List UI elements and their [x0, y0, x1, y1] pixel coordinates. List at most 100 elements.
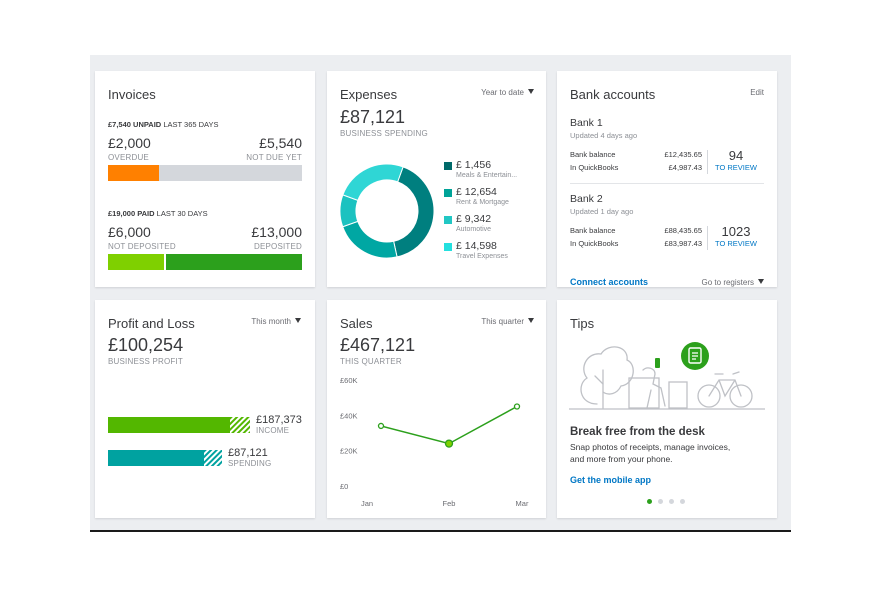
overdue-value: £2,000 — [108, 135, 151, 151]
bank-balance-value: £88,435.65 — [664, 226, 702, 235]
legend-label: Automotive — [456, 226, 492, 233]
expenses-period-label: Year to date — [481, 88, 524, 97]
tips-pagination — [647, 499, 685, 504]
chevron-down-icon — [758, 279, 764, 284]
profit-loss-period-label: This month — [251, 317, 291, 326]
paid-period: LAST 30 DAYS — [156, 209, 208, 218]
not-due-segment[interactable] — [159, 165, 302, 181]
not-deposited-segment[interactable] — [108, 254, 165, 270]
sales-total: £467,121 — [340, 335, 416, 355]
sales-data-point[interactable] — [444, 439, 454, 448]
go-to-registers-dropdown[interactable]: Go to registers — [702, 278, 764, 287]
sales-line-chart[interactable]: £60K £40K £20K £0 Jan Feb Mar — [327, 370, 546, 515]
not-due-label: NOT DUE YET — [246, 153, 302, 162]
y-tick-label: £40K — [340, 411, 358, 420]
y-tick-label: £0 — [340, 482, 348, 491]
legend-swatch — [444, 189, 452, 197]
review-count[interactable]: 94 — [728, 148, 744, 163]
mobile-app-illustration — [569, 342, 765, 410]
chevron-down-icon — [295, 318, 301, 323]
sales-period-dropdown[interactable]: This quarter — [481, 317, 534, 326]
expenses-period-dropdown[interactable]: Year to date — [481, 88, 534, 97]
x-tick-label: Mar — [516, 499, 529, 508]
pagination-dot[interactable] — [680, 499, 685, 504]
legend-label: Travel Expenses — [456, 253, 508, 260]
bank-updated: Updated 4 days ago — [570, 131, 638, 140]
review-count[interactable]: 1023 — [721, 224, 751, 239]
legend-item[interactable]: £ 9,342 Automotive — [444, 213, 544, 240]
y-tick-label: £20K — [340, 447, 358, 456]
spending-bar[interactable] — [108, 450, 204, 466]
expenses-title: Expenses — [340, 87, 398, 102]
bank-accounts-title: Bank accounts — [570, 87, 656, 102]
row-separator — [570, 183, 764, 184]
not-deposited-label: NOT DEPOSITED — [108, 242, 176, 251]
pagination-dot[interactable] — [647, 499, 652, 504]
legend-amount: £ 9,342 — [456, 213, 492, 225]
legend-swatch — [444, 216, 452, 224]
expenses-legend: £ 1,456 Meals & Entertain... £ 12,654 Rent … — [444, 159, 544, 267]
sales-total-label: THIS QUARTER — [340, 357, 402, 366]
pagination-dot[interactable] — [669, 499, 674, 504]
tips-title: Tips — [570, 316, 595, 331]
review-link[interactable]: TO REVIEW — [715, 239, 757, 248]
bank-accounts-card[interactable]: Bank accounts Edit Bank 1 Updated 4 days … — [557, 71, 777, 287]
legend-item[interactable]: £ 12,654 Rent & Mortgage — [444, 186, 544, 213]
donut-slice[interactable] — [342, 163, 404, 202]
paid-bar[interactable] — [108, 254, 302, 270]
legend-item[interactable]: £ 14,598 Travel Expenses — [444, 240, 544, 267]
sales-period-label: This quarter — [481, 317, 524, 326]
income-bar[interactable] — [108, 417, 230, 433]
legend-amount: £ 12,654 — [456, 186, 497, 198]
legend-label: Meals & Entertain... — [456, 172, 518, 179]
y-tick-label: £60K — [340, 376, 358, 385]
spending-hatch — [204, 450, 222, 466]
expenses-card[interactable]: Expenses Year to date £87,121 BUSINESS S… — [327, 71, 546, 287]
tips-card[interactable]: Tips Break free from the desk Snap photo… — [557, 300, 777, 518]
deposited-value: £13,000 — [251, 224, 302, 240]
donut-slice[interactable] — [342, 220, 398, 259]
legend-item[interactable]: £ 1,456 Meals & Entertain... — [444, 159, 544, 186]
connect-accounts-link[interactable]: Connect accounts — [570, 277, 649, 287]
sales-data-point[interactable] — [377, 422, 385, 430]
sales-data-point[interactable] — [513, 403, 521, 410]
edit-link[interactable]: Edit — [750, 88, 764, 97]
x-tick-label: Jan — [361, 499, 373, 508]
overdue-label: OVERDUE — [108, 153, 149, 162]
profit-loss-card[interactable]: Profit and Loss This month £100,254 BUSI… — [95, 300, 315, 518]
pagination-dot[interactable] — [658, 499, 663, 504]
quickbooks-balance-label: In QuickBooks — [570, 163, 619, 172]
chevron-down-icon — [528, 318, 534, 323]
income-hatch — [230, 417, 250, 433]
legend-label: Rent & Mortgage — [456, 199, 509, 206]
invoices-title: Invoices — [108, 87, 156, 102]
unpaid-bar[interactable] — [108, 165, 302, 181]
bank-balance-label: Bank balance — [570, 226, 616, 235]
bank-account[interactable]: Bank 2 Updated 1 day ago Bank balance £88,4… — [570, 193, 764, 265]
unpaid-amount: £7,540 UNPAID — [108, 120, 162, 129]
expenses-total: £87,121 — [340, 107, 406, 127]
overdue-segment[interactable] — [108, 165, 160, 181]
spending-label: SPENDING — [228, 459, 272, 468]
spending-value: £87,121 — [228, 447, 268, 459]
not-deposited-value: £6,000 — [108, 224, 151, 240]
review-link[interactable]: TO REVIEW — [715, 163, 757, 172]
donut-slice[interactable] — [393, 166, 435, 258]
business-profit-value: £100,254 — [108, 335, 184, 355]
invoices-card[interactable]: Invoices £7,540 UNPAID LAST 365 DAYS £2,… — [95, 71, 315, 287]
legend-swatch — [444, 162, 452, 170]
dashboard: Invoices £7,540 UNPAID LAST 365 DAYS £2,… — [90, 55, 791, 532]
bank-balance-value: £12,435.65 — [664, 150, 702, 159]
sales-card[interactable]: Sales This quarter £467,121 THIS QUARTER… — [327, 300, 546, 518]
profit-loss-period-dropdown[interactable]: This month — [251, 317, 301, 326]
expenses-donut-chart[interactable] — [337, 161, 437, 261]
get-mobile-app-link[interactable]: Get the mobile app — [570, 475, 652, 485]
paid-amount: £19,000 PAID — [108, 209, 155, 218]
go-to-registers-label: Go to registers — [701, 278, 754, 287]
bank-account[interactable]: Bank 1 Updated 4 days ago Bank balance £12,… — [570, 117, 764, 189]
deposited-segment[interactable] — [166, 254, 302, 270]
chevron-down-icon — [528, 89, 534, 94]
bank-name: Bank 2 — [570, 193, 603, 205]
legend-amount: £ 1,456 — [456, 159, 492, 171]
quickbooks-balance-value: £4,987.43 — [668, 163, 702, 172]
